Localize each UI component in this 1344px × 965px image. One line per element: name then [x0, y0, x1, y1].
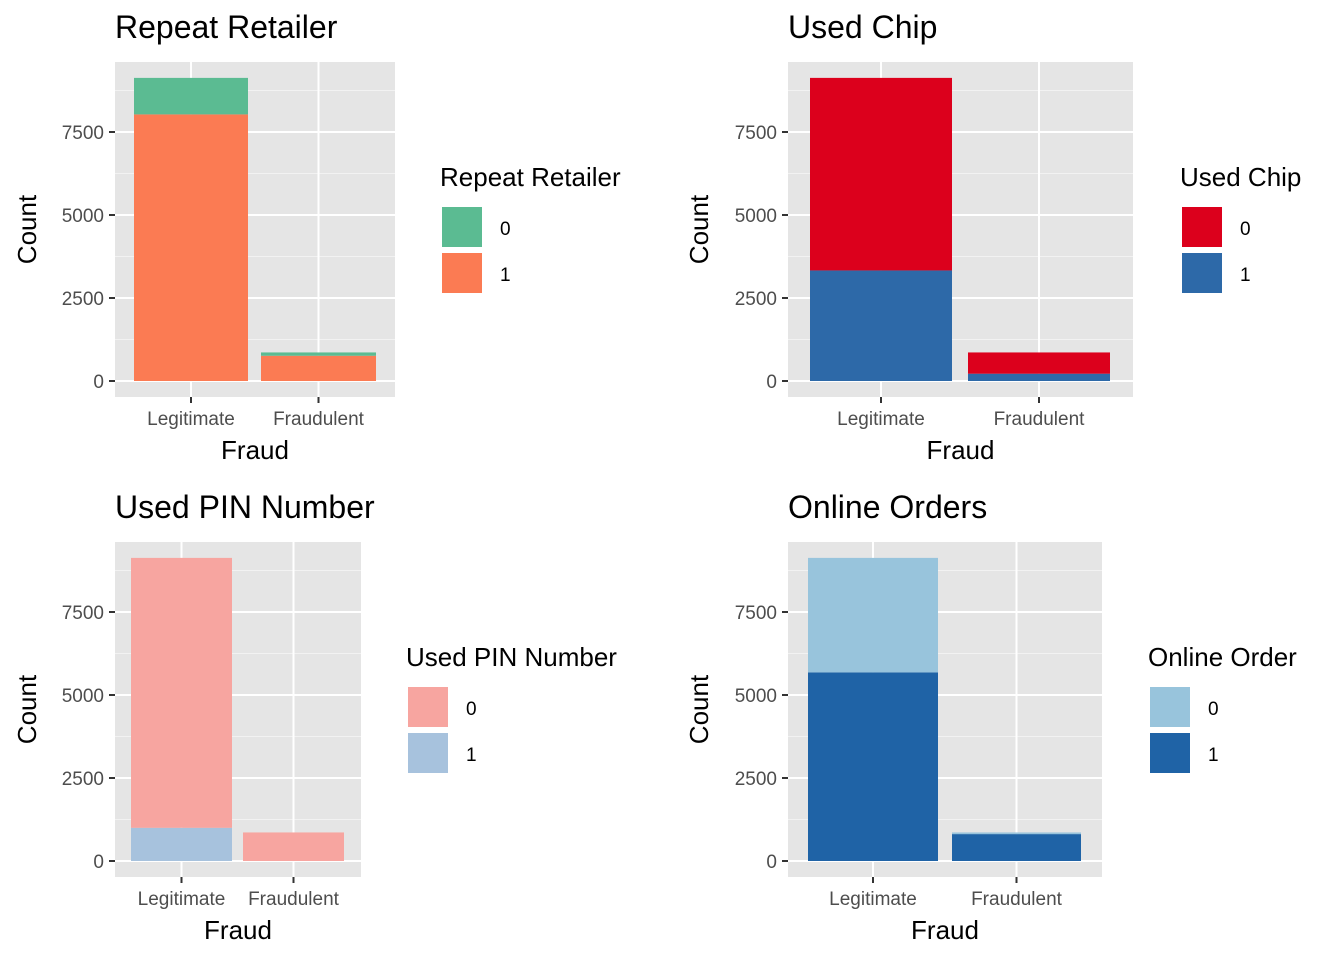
y-axis-label: Count: [12, 674, 42, 744]
y-axis-label: Count: [684, 194, 714, 264]
x-tick-label: Fraudulent: [248, 889, 340, 910]
legend-swatch-0: [408, 687, 448, 727]
panel-3: 0 2500 5000 7500 Legitimate Fraudulent Used PI…: [12, 489, 617, 945]
bar-legitimate-series-1: [134, 114, 248, 382]
chart-title: Used Chip: [788, 9, 937, 45]
legend-label: 0: [1240, 219, 1251, 240]
legend-swatch-1: [442, 253, 482, 293]
y-tick-label: 0: [766, 852, 777, 873]
legend-swatch-0: [442, 207, 482, 247]
bar-fraudulent-series-1: [952, 834, 1081, 861]
bar-fraudulent-series-1: [968, 373, 1110, 381]
legend: Repeat Retailer 0 1: [440, 162, 621, 295]
x-tick-label: Fraudulent: [971, 889, 1063, 910]
y-tick-label: 5000: [735, 686, 777, 707]
y-tick-label: 0: [766, 372, 777, 393]
legend-title: Used PIN Number: [406, 642, 617, 672]
legend-label: 1: [466, 745, 477, 766]
legend-label: 0: [466, 699, 477, 720]
x-axis-label: Fraud: [911, 915, 979, 945]
legend-swatch-0: [1150, 687, 1190, 727]
bar-legitimate-series-0: [131, 557, 232, 828]
bar-legitimate-series-0: [808, 557, 938, 673]
x-tick-label: Legitimate: [829, 889, 917, 910]
x-tick-label: Legitimate: [837, 409, 925, 430]
legend: Used PIN Number 0 1: [406, 642, 617, 775]
y-tick-label: 5000: [735, 206, 777, 227]
chart-title: Repeat Retailer: [115, 9, 338, 45]
legend-swatch-1: [1150, 733, 1190, 773]
y-tick-label: 2500: [62, 769, 104, 790]
legend-swatch-0: [1182, 207, 1222, 247]
legend-swatch-1: [408, 733, 448, 773]
y-tick-label: 2500: [735, 289, 777, 310]
bar-fraudulent-series-1: [261, 355, 376, 381]
legend: Used Chip 0 1: [1180, 162, 1301, 295]
x-tick-label: Legitimate: [147, 409, 235, 430]
y-tick-label: 5000: [62, 686, 104, 707]
chart-title: Online Orders: [788, 489, 987, 525]
x-axis-label: Fraud: [204, 915, 272, 945]
legend-label: 1: [1208, 745, 1219, 766]
x-tick-label: Fraudulent: [994, 409, 1086, 430]
y-tick-label: 5000: [62, 206, 104, 227]
legend-title: Repeat Retailer: [440, 162, 621, 192]
y-axis-label: Count: [684, 674, 714, 744]
legend-label: 1: [1240, 265, 1251, 286]
x-tick-label: Legitimate: [138, 889, 226, 910]
legend-label: 0: [500, 219, 511, 240]
legend-label: 0: [1208, 699, 1219, 720]
y-axis-label: Count: [12, 194, 42, 264]
bar-fraudulent-series-0: [243, 832, 344, 861]
legend-title: Used Chip: [1180, 162, 1301, 192]
legend-swatch-1: [1182, 253, 1222, 293]
x-tick-label: Fraudulent: [273, 409, 365, 430]
chart-title: Used PIN Number: [115, 489, 375, 525]
x-axis-label: Fraud: [927, 435, 995, 465]
bar-legitimate-series-1: [810, 270, 952, 381]
bar-fraudulent-series-0: [952, 832, 1081, 835]
y-tick-label: 7500: [62, 603, 104, 624]
bar-legitimate-series-1: [808, 672, 938, 861]
panel-2: 0 2500 5000 7500 Legitimate Fraudulent Used Ch…: [684, 9, 1301, 465]
x-axis-label: Fraud: [221, 435, 289, 465]
y-tick-label: 2500: [735, 769, 777, 790]
y-tick-label: 7500: [735, 603, 777, 624]
y-tick-label: 7500: [62, 123, 104, 144]
legend-title: Online Order: [1148, 642, 1297, 672]
y-tick-label: 2500: [62, 289, 104, 310]
legend: Online Order 0 1: [1148, 642, 1297, 775]
y-tick-label: 0: [93, 852, 104, 873]
panel-1: 0 2500 5000 7500 Legitimate Fraudulent Repeat …: [12, 9, 621, 465]
bar-fraudulent-series-0: [968, 352, 1110, 374]
legend-label: 1: [500, 265, 511, 286]
y-tick-label: 7500: [735, 123, 777, 144]
panel-4: 0 2500 5000 7500 Legitimate Fraudulent Online …: [684, 489, 1297, 945]
bar-legitimate-series-0: [810, 77, 952, 271]
y-tick-label: 0: [93, 372, 104, 393]
bar-legitimate-series-0: [134, 77, 248, 115]
bar-legitimate-series-1: [131, 827, 232, 861]
bar-fraudulent-series-0: [261, 352, 376, 356]
